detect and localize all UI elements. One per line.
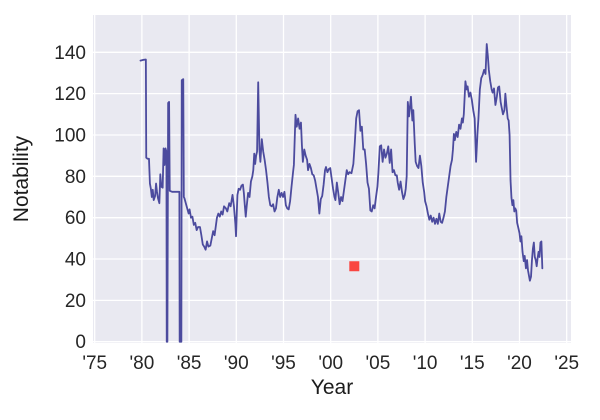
y-tick-label: 140 [54, 43, 86, 64]
x-tick-label: '80 [130, 353, 155, 374]
x-tick-label: '25 [554, 353, 579, 374]
y-tick-label: 40 [65, 250, 86, 271]
x-tick-label: '15 [460, 353, 485, 374]
x-tick-label: '00 [318, 353, 343, 374]
x-tick-label: '05 [366, 353, 391, 374]
x-tick-label: '90 [224, 353, 249, 374]
y-tick-label: 120 [54, 84, 86, 105]
red-square-marker [349, 261, 360, 272]
x-tick-label: '95 [271, 353, 296, 374]
x-tick-label: '85 [177, 353, 202, 374]
y-tick-label: 100 [54, 125, 86, 146]
y-tick-label: 20 [65, 291, 86, 312]
x-tick-label: '20 [507, 353, 532, 374]
series-line-notability [139, 43, 544, 343]
y-tick-label: 80 [65, 167, 86, 188]
x-tick-label: '10 [413, 353, 438, 374]
x-axis-label: Year [310, 376, 354, 399]
x-tick-label: '75 [82, 353, 107, 374]
y-axis-label: Notability [10, 135, 33, 223]
y-tick-label: 0 [75, 332, 86, 353]
y-tick-label: 60 [65, 208, 86, 229]
